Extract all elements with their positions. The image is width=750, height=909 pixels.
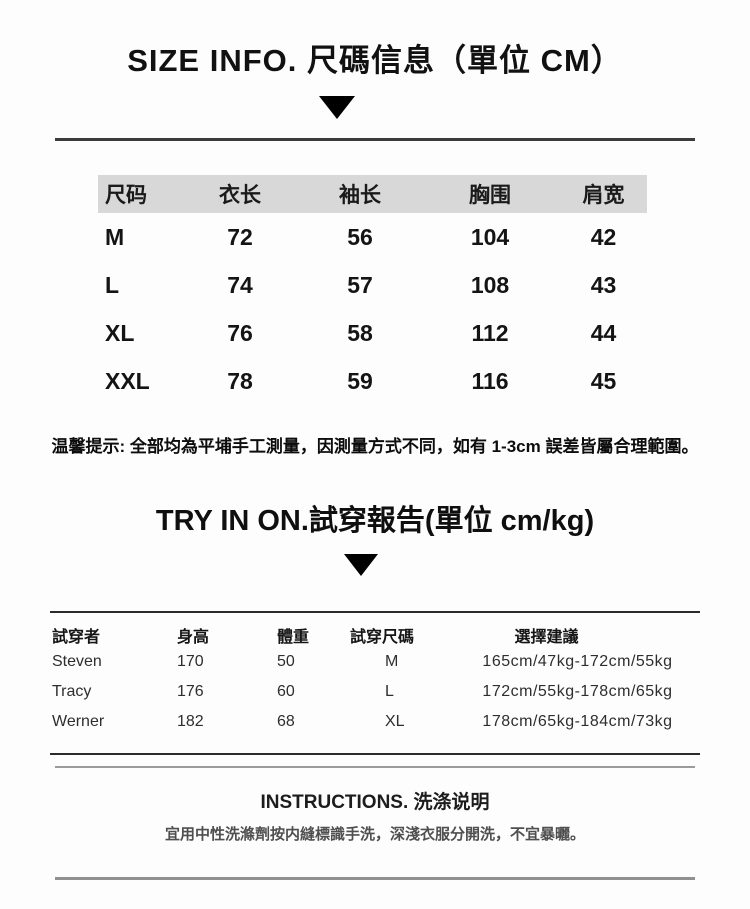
tryon-header-size: 試穿尺碼: [350, 629, 415, 646]
size-table-header-sleeve: 袖长: [300, 175, 420, 213]
tryon-cell: L: [385, 683, 394, 700]
size-cell: 44: [590, 319, 617, 346]
size-cell: XL: [105, 319, 135, 346]
tryon-table: 試穿者 身高 體重 試穿尺碼 選擇建議 Steven 170 50 M 165c…: [50, 611, 700, 737]
washing-instructions: 宜用中性洗滌劑按内縫標識手洗，深淺衣服分開洗，不宜暴曬。: [164, 826, 585, 843]
tryon-cell: M: [385, 653, 399, 670]
tryon-cell: 68: [277, 713, 295, 730]
size-cell: XXL: [105, 367, 150, 394]
size-table-row-xxl: XXL 78 59 116 45: [98, 357, 647, 405]
size-cell: 58: [347, 319, 373, 346]
size-cell: L: [105, 271, 120, 298]
size-table-header-chest: 胸围: [420, 175, 560, 213]
size-table-header-row: 尺码 衣长 袖长 胸围 肩宽: [98, 175, 647, 213]
size-table-header-length: 衣长: [180, 175, 300, 213]
title-divider: [55, 138, 695, 141]
size-cell: 43: [590, 271, 617, 298]
size-cell: 76: [227, 319, 253, 346]
size-table-row-xl: XL 76 58 112 44: [98, 309, 647, 357]
size-cell: 57: [347, 271, 373, 298]
size-cell: 104: [470, 223, 510, 250]
tryon-cell: 172cm/55kg-178cm/65kg: [482, 683, 673, 700]
size-table-header-size: 尺码: [98, 175, 180, 213]
size-table-row-m: M 72 56 104 42: [98, 213, 647, 261]
tryon-cell: 50: [277, 653, 295, 670]
size-cell: 78: [227, 367, 253, 394]
tryon-cell: 176: [177, 683, 204, 700]
tryon-row-steven: Steven 170 50 M 165cm/47kg-172cm/55kg: [50, 647, 700, 677]
tryon-cell: 182: [177, 713, 204, 730]
size-table: 尺码 衣长 袖长 胸围 肩宽 M 72 56 104 42 L 74 57 10…: [98, 175, 647, 405]
tryon-title: TRY IN ON.試穿報告(單位 cm/kg): [155, 505, 595, 537]
tryon-cell: Tracy: [52, 683, 92, 700]
section-divider-gray: [55, 766, 695, 768]
section-divider-dark: [50, 753, 700, 755]
size-cell: 116: [471, 367, 509, 394]
measurement-tip: 温馨提示: 全部均為平埔手工測量，因測量方式不同，如有 1-3cm 誤差皆屬合理…: [51, 437, 699, 456]
size-cell: 56: [347, 223, 373, 250]
tryon-header-weight: 體重: [277, 629, 310, 646]
size-table-header-shoulder: 肩宽: [560, 175, 647, 213]
tryon-header-wearer: 試穿者: [52, 629, 101, 646]
tryon-cell: 178cm/65kg-184cm/73kg: [482, 713, 673, 730]
size-cell: 72: [227, 223, 253, 250]
size-cell: 42: [590, 223, 617, 250]
tryon-cell: Werner: [52, 713, 105, 730]
down-arrow-icon: [344, 554, 378, 576]
tryon-cell: 165cm/47kg-172cm/55kg: [482, 653, 673, 670]
tryon-header-height: 身高: [177, 629, 210, 646]
size-cell: 59: [347, 367, 373, 394]
instructions-title: INSTRUCTIONS. 洗涤说明: [260, 792, 490, 813]
down-arrow-icon: [319, 96, 355, 119]
size-cell: 108: [470, 271, 510, 298]
size-cell: M: [105, 223, 125, 250]
size-table-row-l: L 74 57 108 43: [98, 261, 647, 309]
tryon-cell: XL: [385, 713, 405, 730]
tryon-header-advice: 選擇建議: [514, 629, 579, 646]
size-cell: 45: [590, 367, 617, 394]
size-cell: 74: [227, 271, 253, 298]
bottom-divider: [55, 877, 695, 880]
size-info-title: SIZE INFO. 尺碼信息（單位 CM）: [127, 43, 623, 78]
tryon-cell: Steven: [52, 653, 102, 670]
tryon-row-werner: Werner 182 68 XL 178cm/65kg-184cm/73kg: [50, 707, 700, 737]
tryon-row-tracy: Tracy 176 60 L 172cm/55kg-178cm/65kg: [50, 677, 700, 707]
tryon-cell: 170: [177, 653, 204, 670]
tryon-cell: 60: [277, 683, 295, 700]
size-cell: 112: [471, 319, 509, 346]
tryon-table-header-row: 試穿者 身高 體重 試穿尺碼 選擇建議: [50, 612, 700, 647]
